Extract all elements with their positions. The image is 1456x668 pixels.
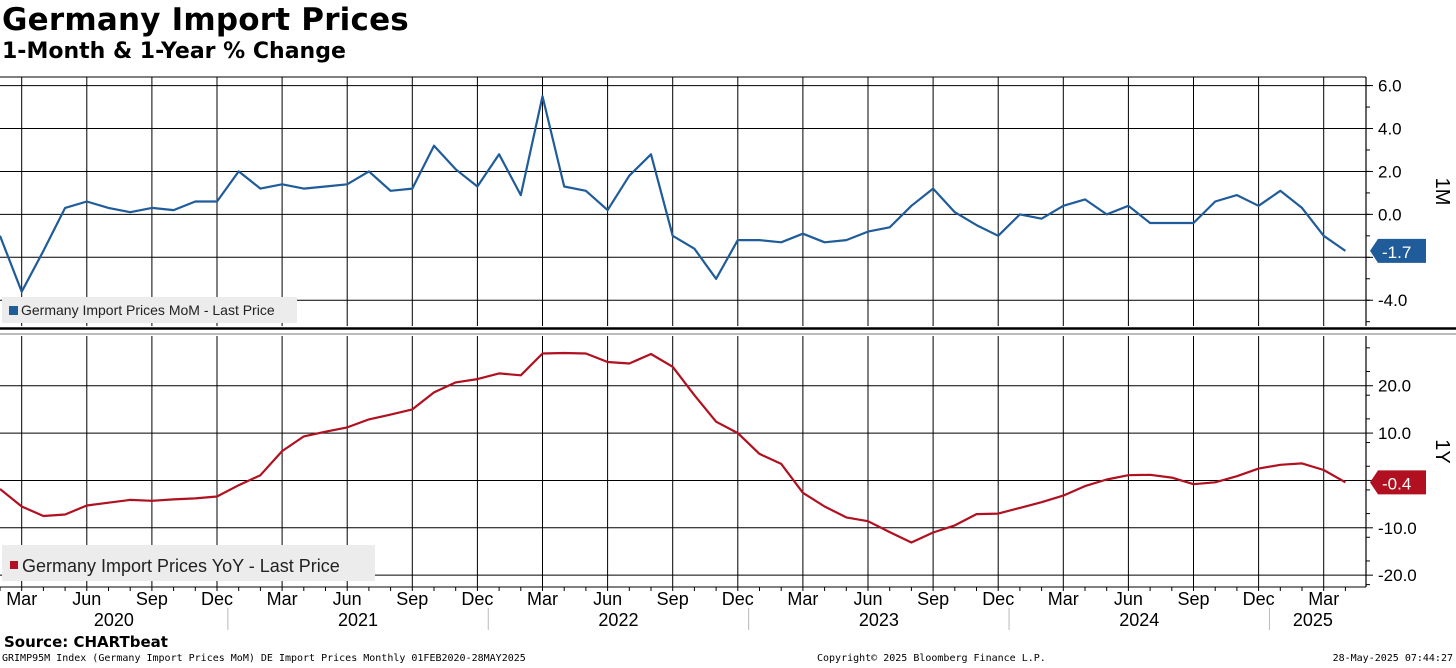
x-tick-label: Mar	[1308, 589, 1339, 609]
yoy-legend-text: Germany Import Prices YoY - Last Price	[22, 556, 340, 576]
source-note: Source: CHARTbeat	[4, 633, 168, 651]
yoy-last-value-label: -0.4	[1382, 474, 1411, 493]
year-label: 2024	[1119, 610, 1159, 630]
y-tick-label: 0.0	[1378, 205, 1402, 224]
year-label: 2023	[859, 610, 899, 630]
chart-title: Germany Import Prices	[2, 2, 409, 38]
year-label: 2022	[598, 610, 638, 630]
x-tick-label: Jun	[72, 589, 101, 609]
mom-legend-text: Germany Import Prices MoM - Last Price	[21, 302, 275, 318]
x-tick-label: Jun	[853, 589, 882, 609]
x-tick-label: Sep	[136, 589, 168, 609]
x-tick-label: Mar	[527, 589, 558, 609]
y-tick-label: 10.0	[1378, 424, 1411, 443]
mom-legend-box	[2, 297, 297, 323]
yoy-last-value-badge	[1370, 470, 1426, 495]
legend-layer: Germany Import Prices MoM - Last Price Ge…	[2, 297, 375, 581]
mom-side-label: 1M	[1431, 178, 1453, 206]
y-tick-label: -4.0	[1378, 291, 1407, 310]
yoy-legend-swatch	[10, 561, 18, 569]
x-tick-label: Sep	[917, 589, 949, 609]
yoy-legend-box	[2, 545, 375, 581]
y-tick-label: 6.0	[1378, 77, 1402, 96]
series-layer	[0, 95, 1347, 544]
panel-frame	[0, 76, 1456, 588]
x-tick-label: Mar	[787, 589, 818, 609]
year-label: 2020	[94, 610, 134, 630]
x-tick-label: Dec	[722, 589, 754, 609]
x-tick-label: Mar	[267, 589, 298, 609]
yoy-series-line	[0, 351, 1346, 544]
y-tick-label: -10.0	[1378, 519, 1417, 538]
x-tick-label: Sep	[396, 589, 428, 609]
x-tick-label: Dec	[1243, 589, 1275, 609]
axis-layer: 6.0 4.0 2.0 0.0 -4.0 -1.7 1M 20.0 10.0 -10.0 -20.0…	[0, 77, 1453, 630]
x-tick-label: Dec	[982, 589, 1014, 609]
x-tick-label: Jun	[593, 589, 622, 609]
x-tick-label: Dec	[201, 589, 233, 609]
mom-last-value-badge	[1370, 238, 1426, 263]
y-tick-label: 2.0	[1378, 162, 1402, 181]
x-tick-label: Sep	[657, 589, 689, 609]
copyright-note: Copyright© 2025 Bloomberg Finance L.P.	[817, 653, 1046, 664]
timestamp: 28-May-2025 07:44:27	[1332, 653, 1453, 664]
x-tick-label: Sep	[1177, 589, 1209, 609]
mom-last-value-label: -1.7	[1382, 243, 1411, 262]
x-tick-label: Mar	[6, 589, 37, 609]
grid-layer	[0, 77, 1366, 587]
x-tick-label: Jun	[333, 589, 362, 609]
year-label: 2021	[338, 610, 378, 630]
mom-series-line	[0, 95, 1347, 293]
yoy-side-label: 1Y	[1431, 439, 1453, 463]
y-tick-label: -20.0	[1378, 566, 1417, 585]
y-tick-label: 20.0	[1378, 377, 1411, 396]
y-tick-label: 4.0	[1378, 120, 1402, 139]
x-tick-label: Jun	[1114, 589, 1143, 609]
x-tick-label: Mar	[1048, 589, 1079, 609]
mom-legend-swatch	[9, 306, 18, 315]
year-label: 2025	[1293, 610, 1333, 630]
chart-subtitle: 1-Month & 1-Year % Change	[2, 39, 346, 64]
x-tick-label: Dec	[461, 589, 493, 609]
index-info: GRIMP95M Index (Germany Import Prices Mo…	[2, 653, 526, 664]
